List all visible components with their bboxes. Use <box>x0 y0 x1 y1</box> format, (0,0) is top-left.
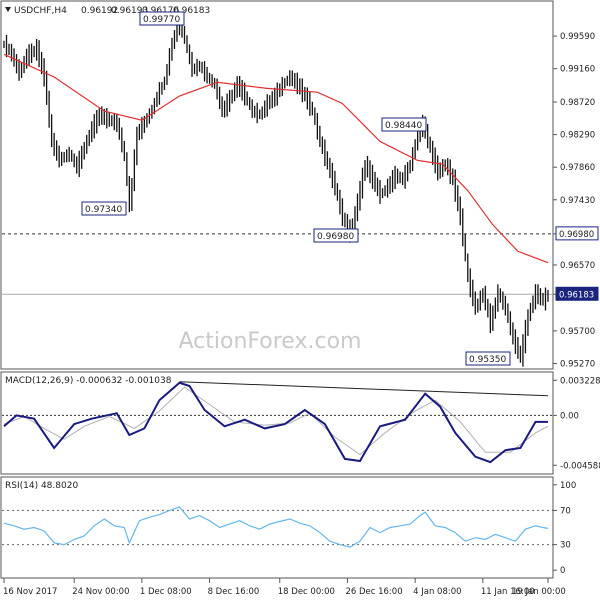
x-tick-label: 16 Nov 2017 <box>3 587 57 597</box>
price-axis-box <box>555 286 599 301</box>
low-value: 0.96176 <box>142 6 179 16</box>
rsi-tick-label: 0 <box>560 566 565 576</box>
close-value: 0.96183 <box>173 6 210 16</box>
macd-panel <box>0 371 554 475</box>
symbol-label: USDCHF,H4 <box>14 6 67 16</box>
price-axis-box-label: 0.96980 <box>559 230 594 240</box>
y-tick-label: 0.97860 <box>560 163 595 173</box>
price-axis-box-label: 0.96183 <box>559 290 594 300</box>
x-tick-label: 1 Dec 08:00 <box>140 587 192 597</box>
high-value: 0.96193 <box>111 6 148 16</box>
rsi-tick-label: 100 <box>560 481 576 491</box>
rsi-layer: 100 70 30 0 <box>2 481 576 576</box>
pivot-label: 0.99770 <box>143 15 180 25</box>
x-tick-label: 19 Jan 00:00 <box>512 587 566 597</box>
y-tick-label: 0.95270 <box>560 359 595 369</box>
pivot-label-box <box>381 117 427 132</box>
rsi-title: RSI(14) 48.8020 <box>5 481 78 491</box>
dropdown-arrow-icon[interactable] <box>5 7 11 12</box>
pivot-label: 0.96980 <box>317 232 354 242</box>
pivot-label: 0.97340 <box>85 205 122 215</box>
pivot-label-box <box>81 201 127 216</box>
y-tick-label: 0.98720 <box>560 98 595 108</box>
macd-tick-label: 0.003228 <box>560 376 600 386</box>
x-tick-label: 11 Jan 16:00 <box>481 587 535 597</box>
moving-average-line <box>3 53 549 264</box>
rsi-tick-label: 30 <box>560 541 571 551</box>
x-tick-label: 4 Jan 08:00 <box>413 587 461 597</box>
price-layer: 0.99590 0.99160 0.98720 0.98290 0.97860 0.974… <box>2 11 599 369</box>
y-tick-label: 0.96570 <box>560 261 595 271</box>
x-axis: 16 Nov 2017 24 Nov 00:00 1 Dec 08:00 8 Dec … <box>3 578 566 597</box>
rsi-line <box>3 506 549 548</box>
y-tick-label: 0.99160 <box>560 65 595 75</box>
macd-tick-label: 0.00 <box>560 411 579 421</box>
rsi-panel <box>0 476 554 579</box>
y-tick-label: 0.97430 <box>560 196 595 206</box>
x-tick-label: 24 Nov 00:00 <box>72 587 129 597</box>
price-axis-box <box>555 226 599 241</box>
pivot-label-box <box>313 228 359 243</box>
x-tick-label: 18 Dec 00:00 <box>278 587 335 597</box>
pivot-label-box <box>139 11 185 26</box>
y-tick-label: 0.95700 <box>560 327 595 337</box>
pivot-label: 0.98440 <box>385 121 422 131</box>
open-value: 0.96192 <box>81 6 118 16</box>
macd-signal-line <box>3 386 549 456</box>
macd-tick-label: -0.004588 <box>560 461 600 471</box>
macd-line <box>3 381 548 464</box>
y-tick-label: 0.99590 <box>560 32 595 42</box>
x-tick-label: 26 Dec 16:00 <box>345 587 402 597</box>
macd-title: MACD(12,26,9) -0.000632 -0.001038 <box>5 376 172 386</box>
x-tick-label: 8 Dec 16:00 <box>208 587 260 597</box>
watermark: ActionForex.com <box>179 329 362 354</box>
y-tick-label: 0.98290 <box>560 131 595 141</box>
pivot-label-box <box>465 351 511 366</box>
pivot-label: 0.95350 <box>469 355 506 365</box>
macd-trendline <box>179 381 549 397</box>
price-panel <box>0 0 554 370</box>
macd-layer: 0.003228 0.00 -0.004588 <box>2 376 600 471</box>
price-header: USDCHF,H4 0.96192 0.96193 0.96176 0.9618… <box>5 6 210 16</box>
rsi-tick-label: 70 <box>560 506 571 516</box>
